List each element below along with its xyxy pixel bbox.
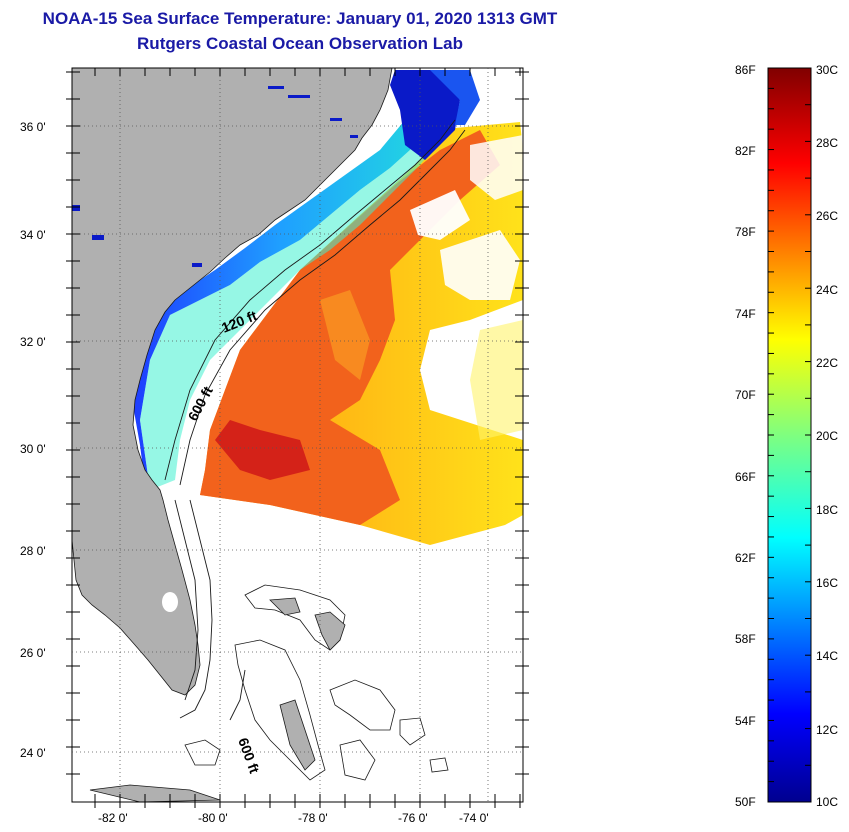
c-label: 14C: [816, 649, 838, 663]
f-label: 74F: [735, 307, 756, 321]
f-label: 54F: [735, 714, 756, 728]
f-label: 70F: [735, 388, 756, 402]
f-label: 66F: [735, 470, 756, 484]
lat-axis: 36 0' 34 0' 32 0' 30 0' 28 0' 26 0' 24 0…: [20, 120, 46, 760]
lake-okeechobee: [162, 592, 178, 612]
f-label: 78F: [735, 225, 756, 239]
lat-label: 28 0': [20, 544, 46, 558]
c-label: 16C: [816, 576, 838, 590]
f-label: 50F: [735, 795, 756, 809]
lat-label: 34 0': [20, 228, 46, 242]
c-label: 12C: [816, 723, 838, 737]
colorbar-ticks: [768, 67, 811, 803]
c-label: 10C: [816, 795, 838, 809]
sst-warm-field: [200, 122, 523, 545]
lon-label: -78 0': [298, 811, 328, 825]
map-frame: [71, 67, 524, 803]
lat-label: 32 0': [20, 335, 46, 349]
inland-water: [72, 86, 358, 267]
f-label: 58F: [735, 632, 756, 646]
c-label: 26C: [816, 209, 838, 223]
f-label: 82F: [735, 144, 756, 158]
c-label: 22C: [816, 356, 838, 370]
lon-label: -74 0': [459, 811, 489, 825]
lon-axis: -82 0' -80 0' -78 0' -76 0' -74 0': [98, 811, 489, 825]
c-label: 20C: [816, 429, 838, 443]
land-mainland: [72, 68, 393, 696]
f-label: 62F: [735, 551, 756, 565]
lon-label: -76 0': [398, 811, 428, 825]
lat-label: 36 0': [20, 120, 46, 134]
map-subtitle: Rutgers Coastal Ocean Observation Lab: [137, 34, 463, 53]
lon-label: -82 0': [98, 811, 128, 825]
colorbar-f-labels: 86F 82F 78F 74F 70F 66F 62F 58F 54F 50F: [735, 63, 756, 809]
axis-ticks: [66, 68, 529, 808]
map-title: NOAA-15 Sea Surface Temperature: January…: [42, 9, 558, 28]
colorbar-gradient: [767, 67, 812, 803]
lat-label: 26 0': [20, 646, 46, 660]
lat-label: 24 0': [20, 746, 46, 760]
bahamas-islands: [89, 584, 449, 802]
sst-shelf-band: [132, 70, 480, 490]
lat-label: 30 0': [20, 442, 46, 456]
c-label: 18C: [816, 503, 838, 517]
depth-contours: [164, 119, 466, 721]
colorbar-c-labels: 30C 28C 26C 24C 22C 20C 18C 16C 14C 12C …: [816, 63, 838, 809]
c-label: 24C: [816, 283, 838, 297]
c-label: 28C: [816, 136, 838, 150]
f-label: 86F: [735, 63, 756, 77]
lon-label: -80 0': [198, 811, 228, 825]
c-label: 30C: [816, 63, 838, 77]
